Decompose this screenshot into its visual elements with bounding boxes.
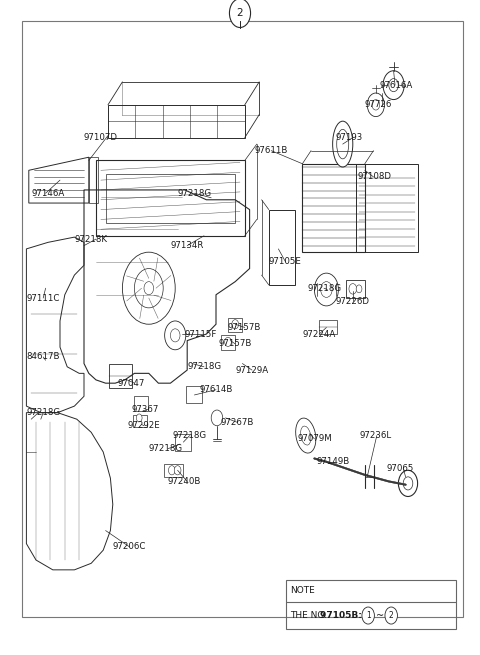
Text: NOTE: NOTE [290, 586, 315, 595]
Text: 97236L: 97236L [360, 431, 392, 440]
Text: 97206C: 97206C [113, 542, 146, 552]
Circle shape [165, 321, 186, 350]
Circle shape [136, 414, 142, 422]
Text: 97134R: 97134R [170, 241, 204, 250]
Bar [221, 335, 235, 350]
Text: 97149B: 97149B [317, 457, 350, 466]
Text: 97240B: 97240B [168, 477, 202, 486]
Text: 97146A: 97146A [31, 189, 64, 198]
Text: 97218G: 97218G [173, 431, 207, 440]
Text: 97129A: 97129A [235, 365, 268, 375]
Text: 97218G: 97218G [149, 444, 183, 453]
Text: 97218G: 97218G [307, 284, 341, 293]
Ellipse shape [296, 418, 316, 453]
Circle shape [225, 337, 231, 346]
Bar [286, 580, 456, 629]
Circle shape [232, 320, 239, 329]
Circle shape [321, 282, 332, 297]
Text: 97218K: 97218K [74, 234, 108, 244]
Circle shape [367, 93, 384, 117]
Circle shape [168, 466, 175, 475]
Text: 97611B: 97611B [254, 146, 288, 155]
Text: 97157B: 97157B [218, 339, 252, 348]
Circle shape [229, 0, 251, 28]
Text: THE NO.: THE NO. [290, 611, 327, 620]
Text: 97111C: 97111C [26, 293, 60, 303]
Text: 97115F: 97115F [185, 329, 217, 339]
Bar [106, 174, 235, 223]
Text: 97193: 97193 [336, 133, 363, 142]
Text: 97105E: 97105E [269, 257, 301, 267]
Circle shape [170, 329, 180, 342]
Circle shape [349, 284, 357, 294]
Text: 97267B: 97267B [221, 418, 254, 427]
Text: 97108D: 97108D [358, 172, 392, 181]
Bar [109, 364, 132, 388]
Circle shape [314, 273, 338, 306]
Text: 97105B:: 97105B: [320, 611, 365, 620]
Text: 97107D: 97107D [84, 133, 118, 142]
Bar [134, 396, 148, 411]
Text: 84617B: 84617B [26, 352, 60, 362]
Circle shape [356, 285, 362, 293]
Bar [133, 415, 147, 427]
Bar [175, 434, 191, 451]
Circle shape [403, 477, 413, 490]
Circle shape [389, 79, 398, 92]
Circle shape [211, 410, 223, 426]
Bar [228, 318, 242, 332]
Text: 97226D: 97226D [336, 297, 370, 306]
Text: 97079M: 97079M [298, 434, 332, 443]
Circle shape [383, 71, 404, 100]
Circle shape [398, 470, 418, 496]
Text: ~: ~ [376, 610, 384, 620]
Text: 97218G: 97218G [26, 408, 60, 417]
Text: 97292E: 97292E [127, 421, 160, 430]
Bar [164, 464, 183, 477]
Text: 97224A: 97224A [302, 329, 336, 339]
Circle shape [174, 466, 181, 475]
Text: 97367: 97367 [132, 405, 159, 414]
Text: 97614B: 97614B [199, 385, 233, 394]
Text: 1: 1 [366, 611, 371, 620]
Circle shape [372, 100, 380, 110]
Text: 97065: 97065 [386, 464, 414, 473]
Text: 97157B: 97157B [228, 323, 262, 332]
Bar [186, 386, 202, 403]
Text: 97047: 97047 [118, 379, 145, 388]
Ellipse shape [333, 121, 353, 167]
Text: 97726: 97726 [365, 100, 392, 109]
Bar [319, 320, 337, 334]
Bar [346, 280, 365, 298]
Text: 97218G: 97218G [187, 362, 221, 371]
Circle shape [385, 607, 397, 624]
Text: 2: 2 [389, 611, 394, 620]
Text: 97218G: 97218G [178, 189, 212, 198]
Text: 2: 2 [237, 8, 243, 18]
Circle shape [362, 607, 374, 624]
Text: 97616A: 97616A [379, 81, 412, 90]
